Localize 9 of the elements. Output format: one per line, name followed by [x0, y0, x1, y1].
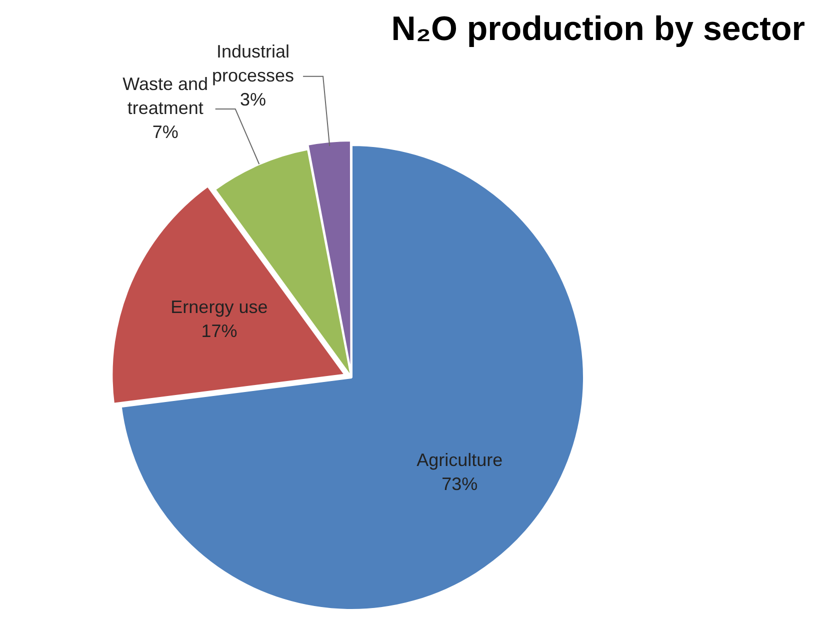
slice-label: Industrial processes — [212, 41, 294, 86]
slice-label: Agriculture — [416, 450, 503, 470]
data-label: 73% — [442, 474, 478, 494]
data-label: 3% — [240, 89, 266, 110]
slice-label: Waste and treatment — [122, 74, 208, 118]
data-label: 7% — [152, 122, 178, 142]
chart-title: N₂O production by sector — [391, 10, 805, 49]
data-label: 17% — [201, 321, 238, 342]
slice-label: Ernergy use — [170, 297, 268, 318]
